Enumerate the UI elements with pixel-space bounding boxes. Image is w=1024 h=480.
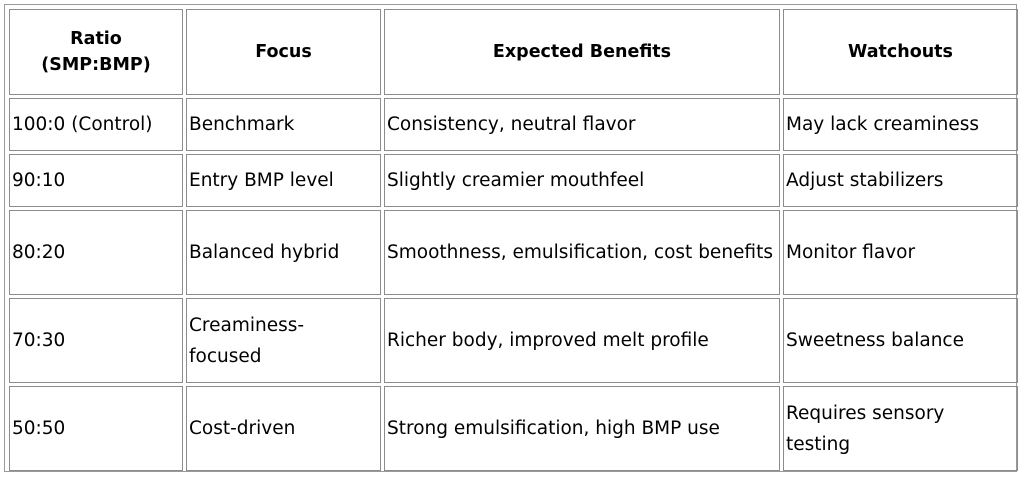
header-focus: Focus (186, 9, 381, 95)
cell-benefits: Richer body, improved melt profile (384, 298, 780, 383)
table-frame (4, 4, 1017, 472)
cell-watchouts: Adjust stabilizers (783, 154, 1018, 207)
cell-focus: Balanced hybrid (186, 210, 381, 295)
cell-ratio: 70:30 (9, 298, 183, 383)
table-row: 70:30 Creaminess-focused Richer body, im… (9, 298, 1018, 383)
table-row: 100:0 (Control) Benchmark Consistency, n… (9, 98, 1018, 151)
table-row: 90:10 Entry BMP level Slightly creamier … (9, 154, 1018, 207)
cell-ratio: 50:50 (9, 386, 183, 471)
cell-watchouts: Monitor flavor (783, 210, 1018, 295)
cell-watchouts: Requires sensory testing (783, 386, 1018, 471)
cell-watchouts: May lack creaminess (783, 98, 1018, 151)
ratio-table: Ratio (SMP:BMP) Focus Expected Benefits W… (6, 6, 1021, 474)
cell-benefits: Strong emulsification, high BMP use (384, 386, 780, 471)
cell-benefits: Smoothness, emulsification, cost benefit… (384, 210, 780, 295)
cell-ratio: 90:10 (9, 154, 183, 207)
cell-ratio: 100:0 (Control) (9, 98, 183, 151)
table-row: 80:20 Balanced hybrid Smoothness, emulsi… (9, 210, 1018, 295)
table-row: 50:50 Cost-driven Strong emulsification,… (9, 386, 1018, 471)
header-expected-benefits: Expected Benefits (384, 9, 780, 95)
header-ratio: Ratio (SMP:BMP) (9, 9, 183, 95)
cell-benefits: Consistency, neutral flavor (384, 98, 780, 151)
cell-focus: Entry BMP level (186, 154, 381, 207)
header-row: Ratio (SMP:BMP) Focus Expected Benefits W… (9, 9, 1018, 95)
cell-focus: Cost-driven (186, 386, 381, 471)
cell-benefits: Slightly creamier mouthfeel (384, 154, 780, 207)
cell-watchouts: Sweetness balance (783, 298, 1018, 383)
cell-ratio: 80:20 (9, 210, 183, 295)
header-watchouts: Watchouts (783, 9, 1018, 95)
cell-focus: Creaminess-focused (186, 298, 381, 383)
cell-focus: Benchmark (186, 98, 381, 151)
